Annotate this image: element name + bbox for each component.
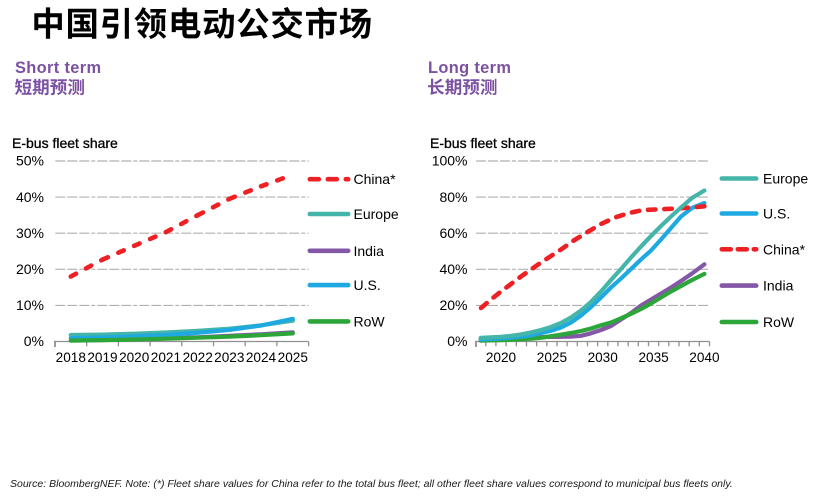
svg-text:E-bus fleet share: E-bus fleet share [12,135,118,151]
svg-text:50%: 50% [16,153,44,169]
svg-text:2035: 2035 [638,350,668,365]
svg-text:80%: 80% [439,189,467,205]
svg-text:2022: 2022 [183,350,213,365]
svg-text:0%: 0% [24,333,44,349]
svg-text:China*: China* [354,171,397,187]
svg-text:2021: 2021 [151,350,181,365]
svg-text:2020: 2020 [486,350,517,365]
svg-text:2018: 2018 [56,350,86,365]
svg-text:U.S.: U.S. [354,277,381,293]
svg-text:Long term: Long term [428,59,511,77]
svg-text:20%: 20% [16,261,44,277]
svg-text:10%: 10% [16,297,44,313]
svg-text:2023: 2023 [214,350,244,365]
svg-text:U.S.: U.S. [763,206,790,222]
svg-text:India: India [763,278,794,294]
svg-text:RoW: RoW [354,313,386,329]
svg-text:40%: 40% [439,261,467,277]
svg-text:2024: 2024 [246,350,277,365]
svg-text:E-bus fleet share: E-bus fleet share [430,135,536,151]
svg-text:30%: 30% [16,225,44,241]
svg-text:RoW: RoW [763,314,795,330]
svg-text:2019: 2019 [87,350,117,365]
svg-text:2030: 2030 [588,350,619,365]
svg-text:2025: 2025 [278,350,308,365]
svg-text:20%: 20% [439,297,467,313]
svg-text:India: India [354,243,385,259]
svg-text:Source: BloombergNEF. Note: (*: Source: BloombergNEF. Note: (*) Fleet sh… [10,478,733,490]
svg-text:60%: 60% [439,225,467,241]
svg-text:Short term: Short term [15,59,101,77]
svg-text:100%: 100% [432,153,468,169]
svg-text:2040: 2040 [689,350,720,365]
svg-text:40%: 40% [16,189,44,205]
svg-text:2025: 2025 [537,350,567,365]
svg-text:Europe: Europe [354,206,399,222]
svg-text:0%: 0% [447,333,467,349]
svg-text:2020: 2020 [119,350,150,365]
svg-text:China*: China* [763,241,806,257]
svg-text:Europe: Europe [763,171,808,187]
